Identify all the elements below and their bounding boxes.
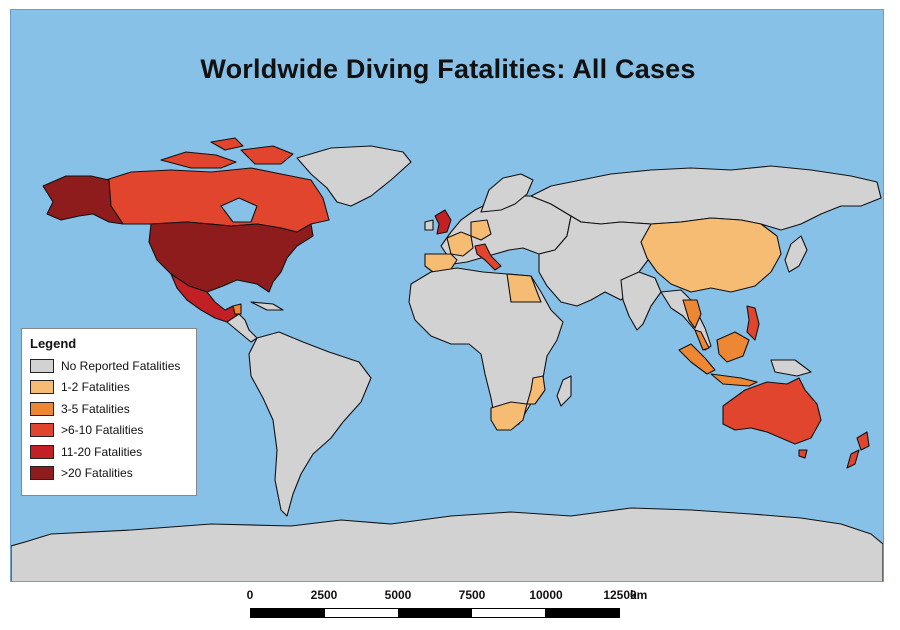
legend-item-20-plus: >20 Fatalities <box>30 463 188 485</box>
region-borneo <box>716 331 750 363</box>
legend-item-3-5: 3-5 Fatalities <box>30 398 188 420</box>
map-title: Worldwide Diving Fatalities: All Cases <box>200 54 696 84</box>
region-thailand <box>682 299 702 329</box>
legend-item-1-2: 1-2 Fatalities <box>30 377 188 399</box>
region-tasmania <box>798 449 808 459</box>
legend-label: No Reported Fatalities <box>61 358 181 373</box>
scale-segment <box>398 609 472 617</box>
scale-segment <box>471 609 546 617</box>
world-map: Worldwide Diving Fatalities: All Cases L… <box>10 9 884 582</box>
region-japan <box>784 235 808 273</box>
legend-swatch <box>30 380 54 395</box>
scale-segment <box>251 609 325 617</box>
region-egypt <box>506 273 542 303</box>
legend-swatch <box>30 358 54 373</box>
region-india <box>620 271 662 331</box>
legend-swatch <box>30 444 54 459</box>
region-mozambique <box>526 375 546 405</box>
region-belize <box>232 303 242 315</box>
scale-unit: km <box>630 588 648 602</box>
region-ireland <box>424 219 434 231</box>
scale-tick-label: 12500 <box>603 588 637 602</box>
region-malaysia <box>694 329 710 351</box>
legend-item-6-10: >6-10 Fatalities <box>30 420 188 442</box>
scale-bar-graphic <box>250 608 620 618</box>
region-italy <box>474 243 502 271</box>
region-antarctica <box>11 507 883 581</box>
legend-item-11-20: 11-20 Fatalities <box>30 441 188 463</box>
region-china <box>640 217 782 293</box>
region-scandinavia <box>480 173 534 213</box>
region-africa <box>408 267 564 431</box>
map-canvas <box>11 137 883 581</box>
region-australia <box>722 377 822 445</box>
region-south-america <box>248 331 372 517</box>
scale-tick-label: 10000 <box>529 588 563 602</box>
scale-tick-label: 5000 <box>384 588 412 602</box>
region-canada <box>105 167 330 233</box>
legend-label: 3-5 Fatalities <box>61 401 130 416</box>
scale-tick-label: 0 <box>246 588 254 602</box>
legend-item-none: No Reported Fatalities <box>30 355 188 377</box>
region-madagascar <box>556 375 572 407</box>
scale-segment <box>545 609 619 617</box>
legend-swatch <box>30 466 54 481</box>
region-central-america <box>226 313 258 343</box>
legend-label: 1-2 Fatalities <box>61 380 130 395</box>
scale-tick-label: 2500 <box>310 588 338 602</box>
scale-tick-label: 7500 <box>458 588 486 602</box>
region-united-kingdom <box>434 209 452 235</box>
legend-label: >20 Fatalities <box>61 466 133 481</box>
legend-title: Legend <box>30 336 77 351</box>
region-united-states <box>148 221 314 293</box>
region-new-guinea <box>770 359 812 377</box>
legend-swatch <box>30 401 54 416</box>
scale-segment <box>324 609 399 617</box>
region-cuba <box>250 301 284 311</box>
region-south-africa <box>490 401 528 431</box>
legend-label: 11-20 Fatalities <box>61 444 143 459</box>
legend: Legend No Reported Fatalities 1-2 Fatali… <box>21 328 197 496</box>
region-indonesia <box>678 343 758 387</box>
scale-bar: 0 2500 5000 7500 10000 12500 km <box>226 588 666 624</box>
region-germany <box>470 219 492 241</box>
legend-swatch <box>30 423 54 438</box>
region-new-zealand <box>846 431 870 469</box>
legend-label: >6-10 Fatalities <box>61 423 144 438</box>
hudson-bay <box>220 197 258 223</box>
region-greenland <box>296 145 412 207</box>
region-alaska <box>42 175 124 225</box>
region-philippines <box>746 305 760 341</box>
region-canada-arctic <box>160 137 294 169</box>
